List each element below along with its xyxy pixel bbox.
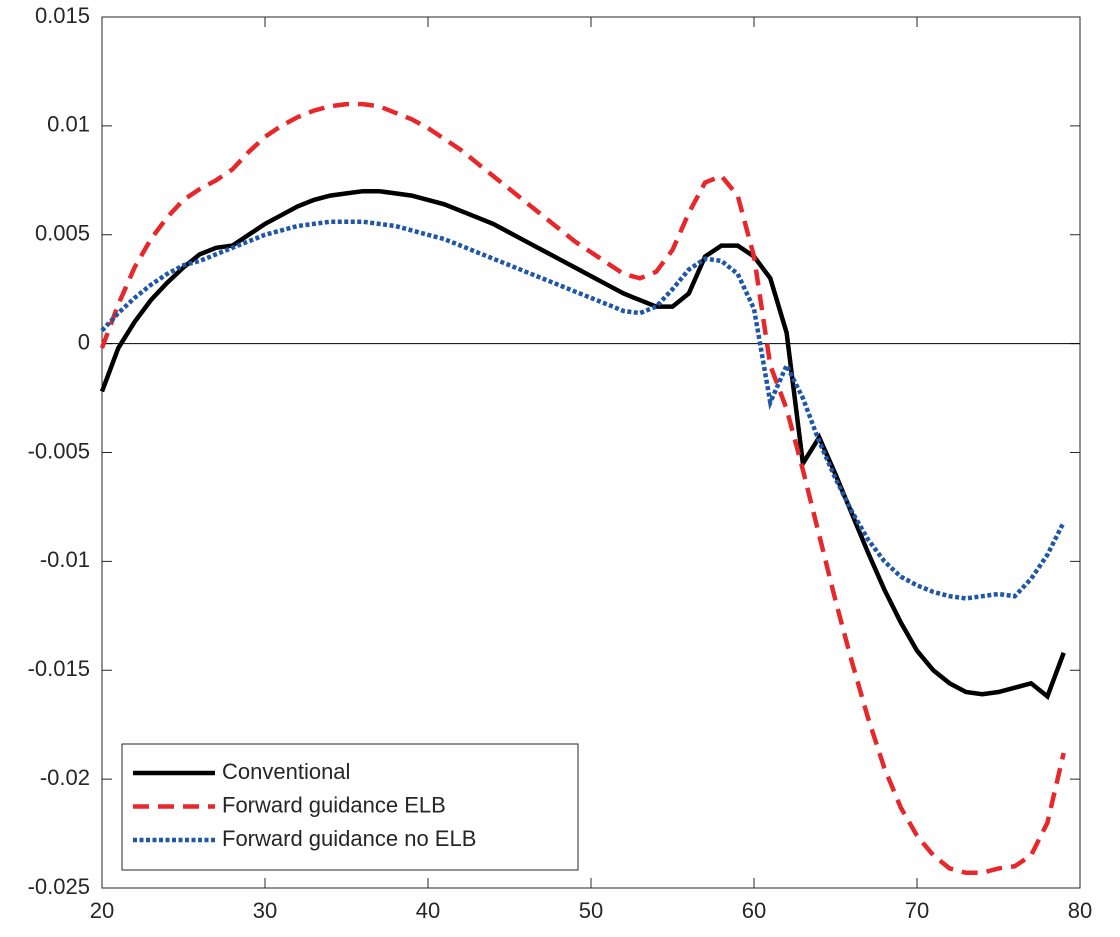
y-tick-label: 0 bbox=[78, 329, 90, 354]
x-tick-label: 40 bbox=[416, 898, 440, 923]
x-tick-label: 60 bbox=[742, 898, 766, 923]
y-tick-label: -0.01 bbox=[40, 547, 90, 572]
legend-label: Forward guidance ELB bbox=[222, 792, 446, 817]
series-line bbox=[99, 188, 1066, 701]
y-tick-label: 0.005 bbox=[35, 221, 90, 246]
x-tick-label: 80 bbox=[1068, 898, 1092, 923]
y-tick-label: -0.02 bbox=[40, 765, 90, 790]
y-tick-label: -0.005 bbox=[28, 438, 90, 463]
x-tick-label: 70 bbox=[905, 898, 929, 923]
y-tick-label: -0.025 bbox=[28, 874, 90, 899]
legend-label: Conventional bbox=[222, 759, 350, 784]
y-tick-label: 0.015 bbox=[35, 3, 90, 28]
series-line bbox=[99, 101, 1066, 876]
x-tick-label: 30 bbox=[253, 898, 277, 923]
plot-area bbox=[101, 16, 1081, 889]
x-tick-label: 50 bbox=[579, 898, 603, 923]
y-tick-label: -0.015 bbox=[28, 656, 90, 681]
x-tick-label: 20 bbox=[90, 898, 114, 923]
series-line bbox=[100, 219, 1066, 601]
y-tick-label: 0.01 bbox=[47, 112, 90, 137]
legend-label: Forward guidance no ELB bbox=[222, 826, 476, 851]
